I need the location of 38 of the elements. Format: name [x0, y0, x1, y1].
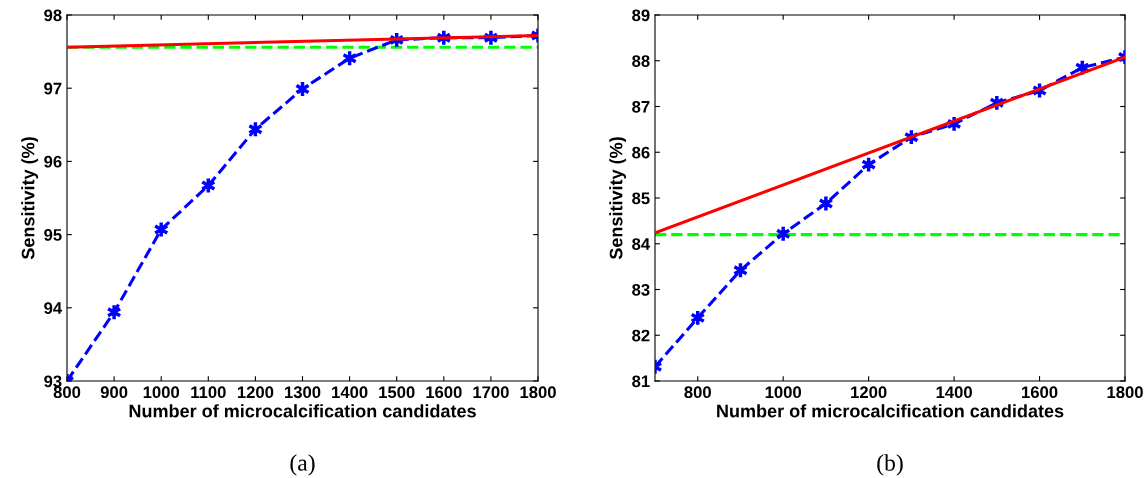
y-tick-label: 98: [44, 9, 62, 22]
y-tick-label: 84: [632, 238, 651, 250]
x-tick-label: 1800: [520, 386, 556, 399]
y-tick-label: 96: [44, 155, 62, 168]
x-tick-label: 1600: [1022, 386, 1058, 399]
y-tick-label: 93: [44, 375, 62, 388]
x-tick-label: 900: [100, 386, 128, 399]
x-tick-label: 1400: [936, 386, 972, 399]
x-tick-label: 1600: [426, 386, 462, 399]
y-tick-label: 89: [632, 9, 650, 22]
y-tick-label: 83: [632, 283, 650, 296]
x-tick-label: 1200: [851, 386, 887, 399]
y-tick-label: 82: [632, 329, 650, 342]
x-tick-label: 1700: [473, 386, 509, 399]
x-tick-label: 1500: [379, 386, 415, 399]
y-tick-label: 94: [44, 302, 63, 314]
text: (a): [290, 454, 315, 476]
text: (b): [877, 454, 903, 476]
x-axis-title: Number of microcalcification candidates: [717, 404, 1064, 418]
x-axis-title: Number of microcalcification candidates: [129, 404, 476, 418]
x-tick-label: 1200: [237, 386, 274, 399]
y-tick-label: 81: [632, 375, 650, 388]
y-tick-label: 87: [632, 100, 650, 113]
x-tick-label: 1100: [191, 386, 226, 399]
x-tick-label: 800: [53, 386, 81, 399]
x-tick-label: 1000: [765, 386, 802, 399]
y-tick-label: 86: [632, 146, 650, 159]
y-tick-label: 95: [44, 229, 62, 241]
y-axis-title: Sensitivity (%): [21, 137, 39, 260]
x-tick-label: 1300: [285, 386, 321, 399]
x-tick-label: 1000: [143, 386, 180, 399]
y-tick-label: 85: [632, 192, 650, 205]
y-tick-label: 97: [44, 82, 62, 95]
y-axis-title: Sensitivity (%): [609, 137, 627, 260]
y-tick-label: 88: [632, 55, 650, 67]
x-tick-label: 1400: [332, 386, 368, 399]
x-tick-label: 1800: [1107, 386, 1143, 399]
x-tick-label: 800: [684, 386, 711, 399]
